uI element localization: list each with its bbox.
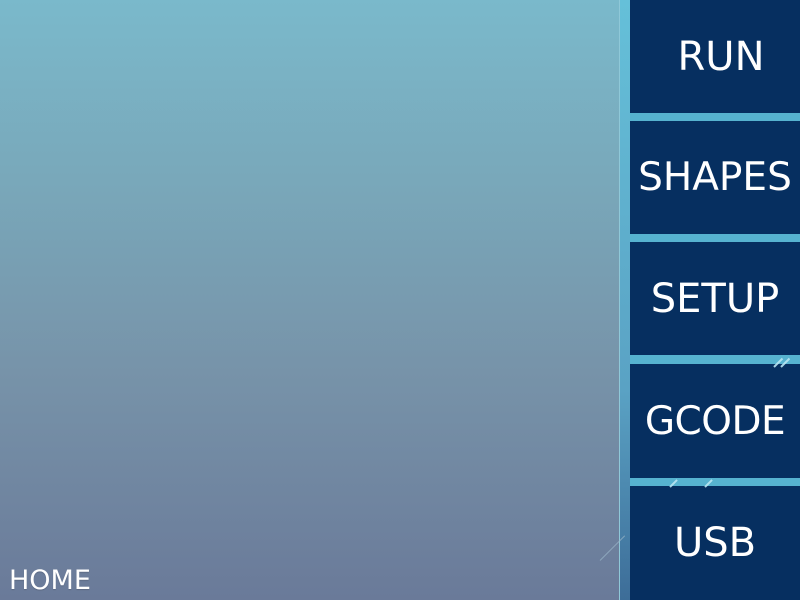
- main-content-area: HOME: [0, 0, 620, 600]
- run-button[interactable]: RUN: [630, 0, 800, 113]
- usb-button-label: USB: [673, 520, 757, 566]
- button-separator: [630, 478, 800, 486]
- shapes-button[interactable]: SHAPES: [630, 121, 800, 234]
- run-button-label: RUN: [677, 33, 765, 80]
- shapes-button-label: SHAPES: [638, 155, 792, 200]
- gcode-button-label: GCODE: [644, 398, 786, 444]
- gcode-button[interactable]: GCODE: [630, 364, 800, 478]
- button-separator: [630, 355, 800, 364]
- button-separator: [630, 234, 800, 242]
- setup-button-label: SETUP: [650, 275, 780, 322]
- side-navigation: RUN SHAPES SETUP GCODE USB: [630, 0, 800, 600]
- page-title: HOME: [9, 565, 91, 596]
- divider-strip: [620, 0, 630, 600]
- setup-button[interactable]: SETUP: [630, 242, 800, 355]
- usb-button[interactable]: USB: [630, 486, 800, 600]
- button-separator: [630, 113, 800, 121]
